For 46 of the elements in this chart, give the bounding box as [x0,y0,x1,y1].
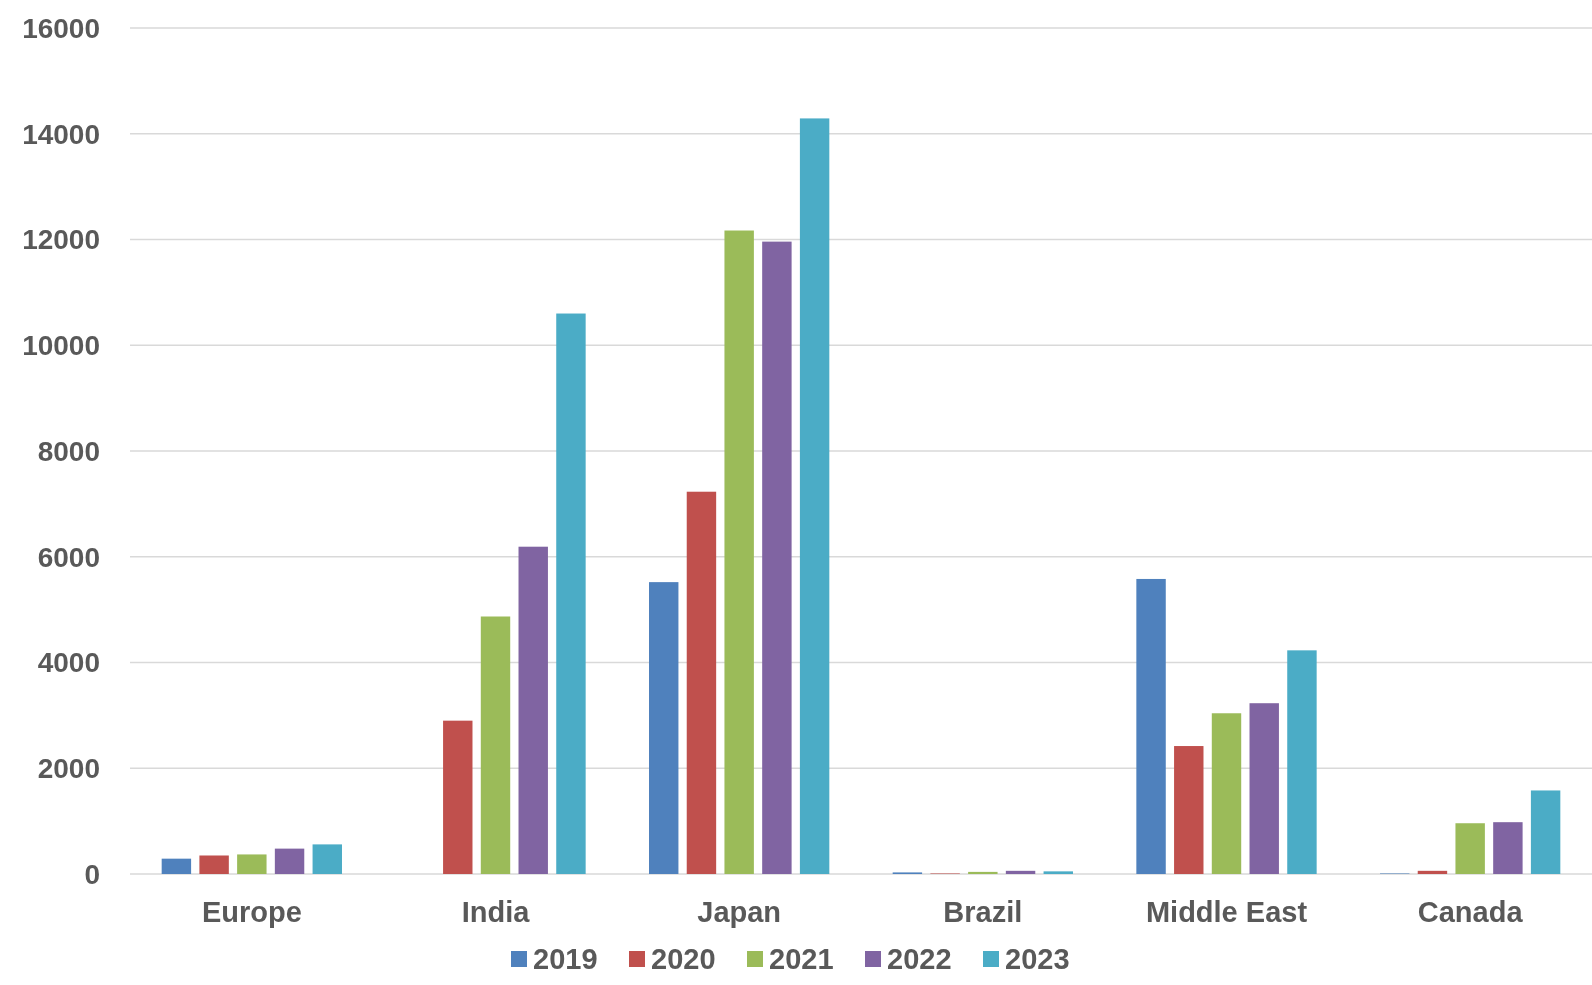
bar [762,241,792,874]
y-tick-label: 16000 [22,12,100,44]
legend-label: 2021 [769,943,834,976]
bar [161,858,192,874]
y-tick-label: 8000 [37,435,100,467]
bar [799,118,830,874]
y-tick-label: 10000 [22,330,100,362]
legend-label: 2022 [887,943,952,976]
y-tick-label: 14000 [22,118,100,150]
bar [1493,822,1523,874]
y-tick-label: 0 [84,858,100,890]
bar [199,855,229,874]
y-tick-label: 12000 [22,224,100,256]
x-tick-label: Brazil [943,896,1023,928]
bar [518,546,548,874]
bar [237,854,267,874]
bar [1455,823,1485,874]
bar [686,491,717,874]
legend-label: 2023 [1005,943,1070,976]
y-tick-label: 4000 [37,647,100,679]
y-tick-label: 2000 [37,753,100,785]
legend-label: 2020 [651,943,716,976]
bar [312,844,342,874]
bar [480,616,511,874]
bar [1417,870,1448,874]
bar [1005,870,1036,874]
y-tick-label: 6000 [37,541,100,573]
x-tick-label: India [461,896,531,928]
bar [274,848,305,874]
bar [724,230,754,874]
x-tick-label: Middle East [1145,896,1308,928]
bar [1136,578,1166,874]
bar [1174,746,1204,874]
bar [443,720,473,874]
bar [968,871,998,874]
bar [556,313,586,874]
bar [1211,713,1242,874]
bar [1249,703,1279,874]
x-tick-label: Canada [1417,896,1524,928]
x-tick-label: Japan [697,896,782,928]
bar [1287,650,1317,874]
x-tick-label: Europe [201,896,302,928]
bar [1530,790,1561,874]
bar [649,582,679,874]
bar [1043,871,1073,874]
legend-label: 2019 [533,943,598,976]
